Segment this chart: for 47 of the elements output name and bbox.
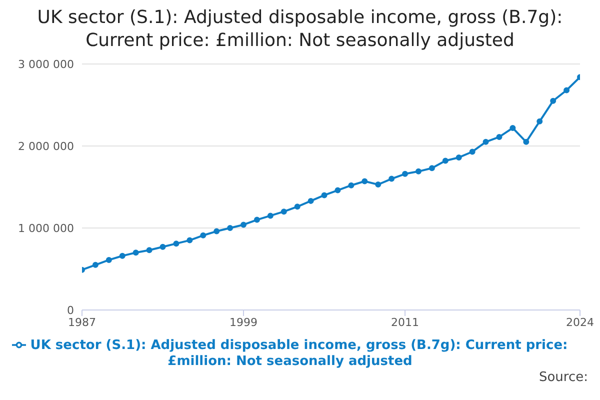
- x-tick-label: 2011: [391, 316, 420, 329]
- point: [388, 176, 395, 182]
- point: [375, 182, 382, 188]
- point: [428, 165, 435, 172]
- point: [564, 87, 570, 94]
- point: [456, 154, 462, 160]
- point: [92, 262, 98, 268]
- point: [348, 182, 354, 188]
- point: [402, 170, 408, 177]
- point: [496, 134, 502, 140]
- point: [362, 178, 368, 184]
- chart-title: UK sector (S.1): Adjusted disposable income, gross (B.7g): Current price: £million: Not seasonally adjusted: [36, 6, 564, 52]
- legend-label: UK sector (S.1): Adjusted disposable income, gross (B.7g): Current price: £million: Not seasonally adjusted: [30, 338, 568, 369]
- point: [186, 237, 193, 244]
- source-note: Source:: [538, 370, 589, 385]
- point: [550, 98, 556, 104]
- point: [214, 228, 220, 234]
- y-tick-label: 3 000 000: [18, 58, 74, 71]
- point: [308, 198, 314, 204]
- point: [294, 204, 300, 210]
- y-tick-label: 0: [67, 304, 74, 317]
- point: [254, 216, 260, 223]
- y-tick-label: 2 000 000: [18, 140, 74, 153]
- point: [536, 118, 543, 124]
- point: [106, 256, 112, 263]
- point: [482, 138, 489, 145]
- point: [334, 187, 341, 194]
- x-tick-label: 2024: [566, 316, 594, 329]
- point: [415, 168, 422, 174]
- point: [442, 158, 448, 164]
- point: [510, 124, 516, 131]
- point: [469, 148, 476, 155]
- point: [240, 222, 247, 228]
- point: [267, 212, 274, 219]
- point: [132, 250, 139, 256]
- point: [523, 138, 530, 145]
- x-tick-label: 1999: [230, 316, 258, 329]
- y-tick-label: 1 000 000: [18, 222, 74, 235]
- point: [146, 247, 152, 254]
- point: [227, 225, 234, 231]
- point: [119, 252, 126, 259]
- point: [321, 192, 328, 198]
- point: [200, 232, 206, 238]
- point: [160, 244, 166, 250]
- x-tick-label: 1987: [68, 316, 96, 329]
- point: [173, 240, 180, 247]
- point: [280, 208, 287, 215]
